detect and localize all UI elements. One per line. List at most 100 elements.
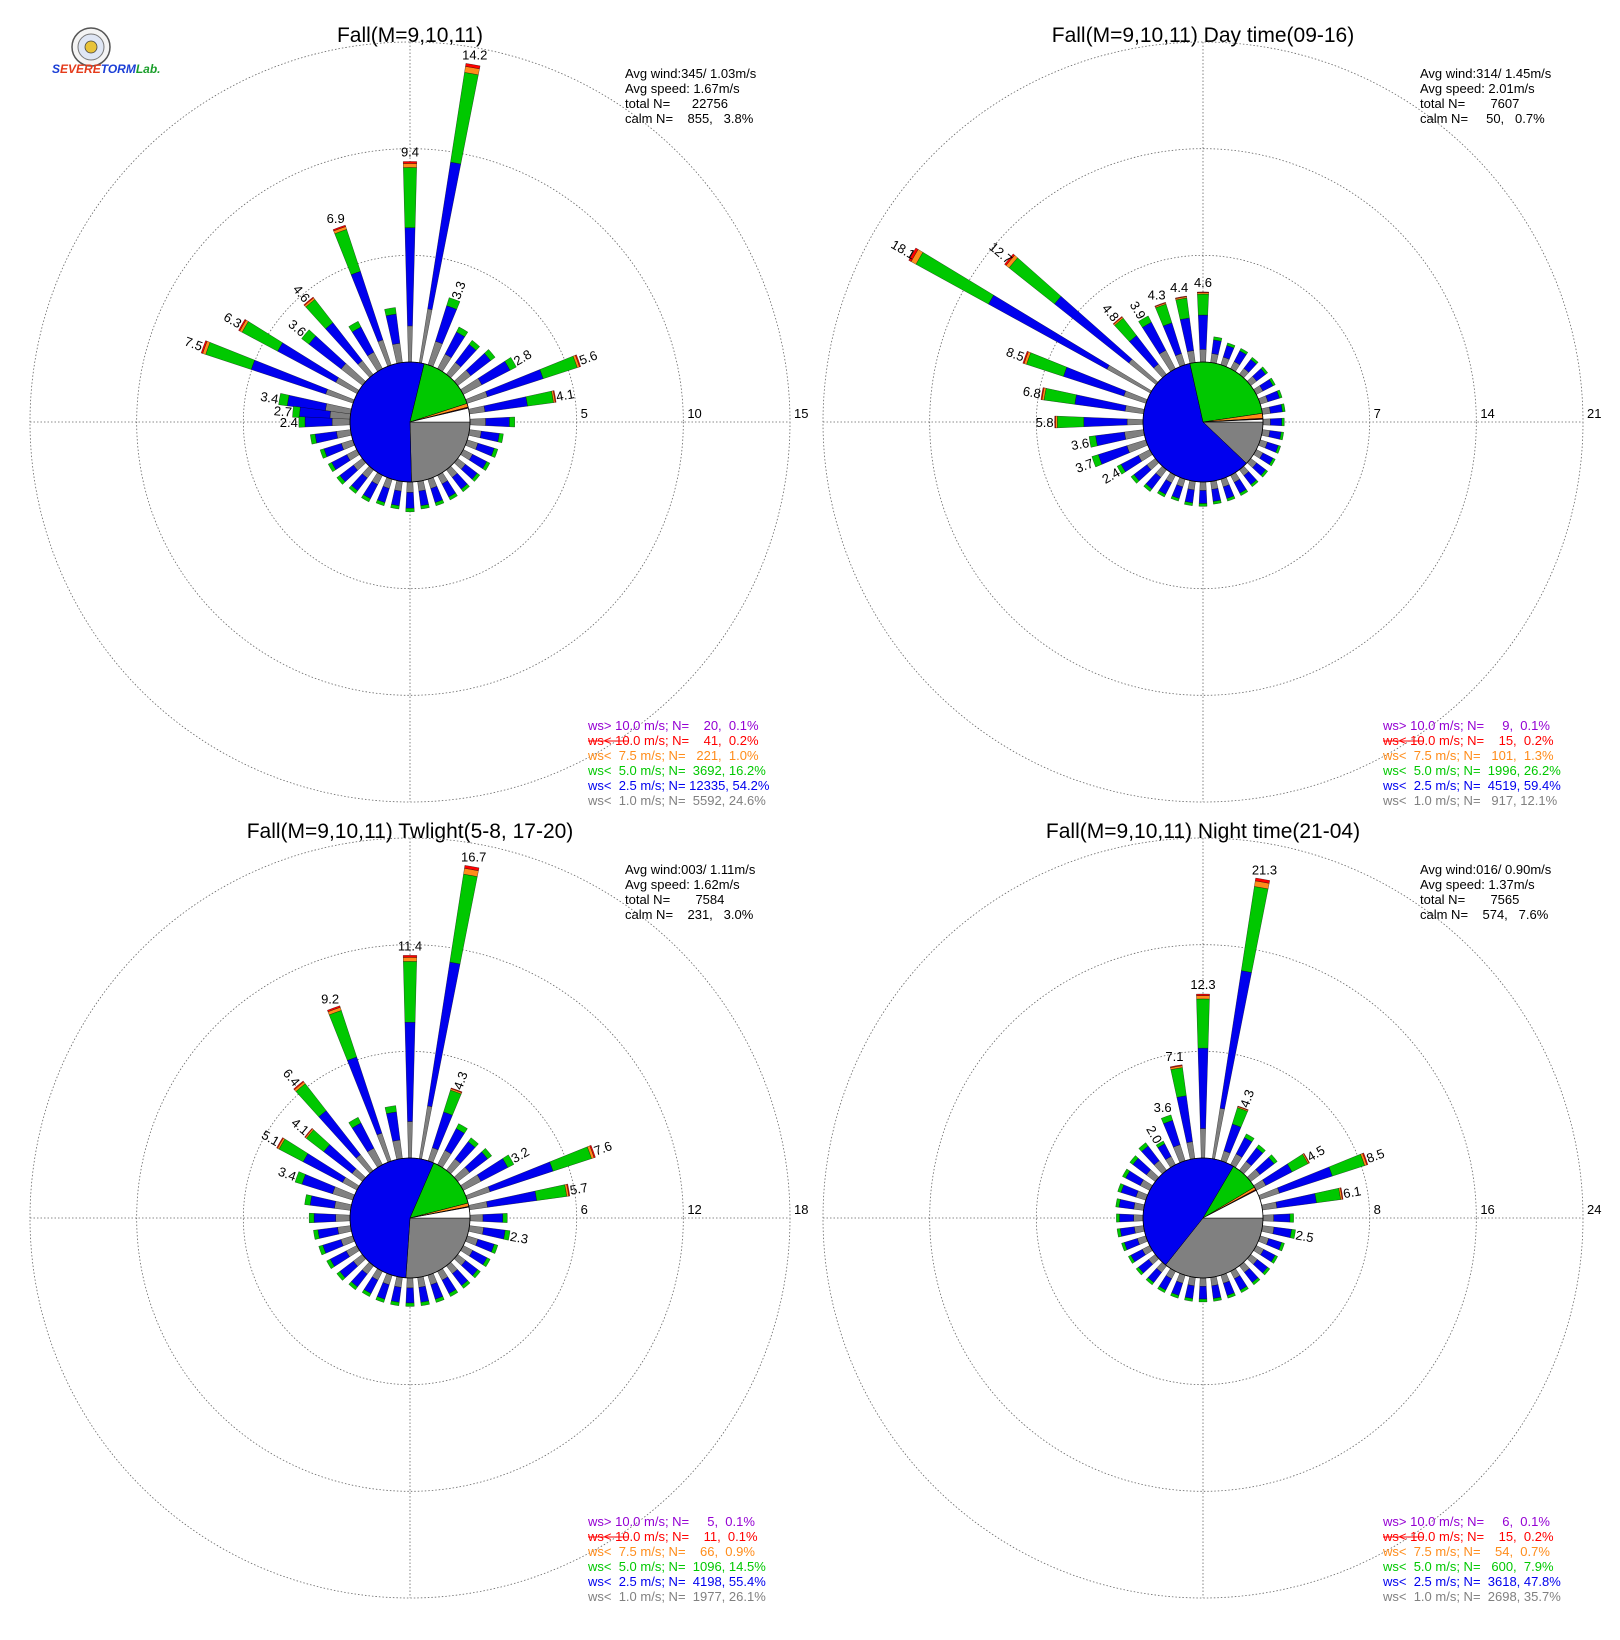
direction-bar-segment — [1138, 315, 1152, 328]
stats-line: calm N= 231, 3.0% — [625, 907, 754, 922]
direction-bar-segment — [469, 418, 486, 426]
stats-line: Avg wind:345/ 1.03m/s — [625, 66, 757, 81]
direction-bar-segment — [1120, 1226, 1136, 1237]
direction-bar-segment — [326, 1258, 335, 1269]
direction-bar-segment — [367, 351, 383, 372]
direction-bar-segment — [1057, 415, 1085, 429]
direction-bar-segment — [1112, 316, 1123, 325]
direction-bar-segment — [1170, 1067, 1187, 1098]
direction-bar-segment — [1171, 1280, 1183, 1296]
direction-bar-segment — [391, 489, 402, 506]
direction-bar-segment — [407, 1121, 413, 1159]
direction-bar-segment — [1116, 1213, 1120, 1223]
grid-ring — [929, 944, 1477, 1492]
direction-bar-segment — [1212, 1108, 1225, 1160]
direction-bar-segment — [1170, 1064, 1183, 1068]
direction-bar-segment — [468, 1225, 484, 1235]
direction-bar-segment — [430, 486, 443, 503]
direction-bar-segment — [304, 416, 333, 428]
direction-bar-segment — [355, 1154, 374, 1174]
stats-line: total N= 7607 — [1420, 96, 1519, 111]
direction-bar-segment — [1211, 488, 1221, 502]
pie-slice — [1189, 361, 1263, 423]
direction-bar-segment — [1184, 501, 1193, 506]
wind-rose-panel-1: Fall(M=9,10,11)5 10 1514.29.46.94.63.66.37… — [29, 24, 808, 808]
direction-bar-segment — [348, 1281, 358, 1291]
direction-bar-segment — [376, 1282, 390, 1300]
direction-bar-segment — [390, 504, 400, 510]
direction-bar-segment — [1303, 1153, 1310, 1164]
direction-bar-segment — [394, 1276, 403, 1288]
direction-bar-segment — [1124, 405, 1145, 414]
direction-bar-segment — [1314, 1188, 1341, 1204]
direction-bar-label: 11.4 — [398, 938, 422, 953]
direction-bar-label: 8.5 — [1364, 1146, 1386, 1166]
direction-bar-segment — [404, 227, 416, 327]
direction-bar-segment — [1239, 489, 1249, 496]
direction-bar-segment — [448, 492, 458, 501]
direction-bar-segment — [491, 1243, 499, 1254]
direction-bar-label: 8.5 — [1004, 344, 1026, 364]
direction-bar-segment — [1124, 1238, 1140, 1251]
direction-bar-segment — [1198, 490, 1208, 504]
direction-bar-segment — [298, 416, 306, 428]
direction-bar-segment — [468, 405, 486, 415]
direction-bar-segment — [472, 1269, 481, 1279]
direction-bar-segment — [276, 1137, 284, 1149]
direction-bar-segment — [443, 1089, 462, 1116]
direction-bar-segment — [1186, 1141, 1196, 1160]
direction-bar-segment — [1098, 445, 1130, 465]
direction-bar-segment — [908, 247, 919, 262]
direction-bar-segment — [392, 1139, 403, 1160]
direction-bar-segment — [1120, 455, 1142, 473]
direction-bar-segment — [327, 1005, 341, 1012]
ring-label: 14 — [1480, 406, 1494, 421]
lab-logo: SEVERETORMLab. — [52, 26, 160, 82]
direction-bar-segment — [1196, 998, 1210, 1049]
direction-bar-segment — [1278, 1242, 1285, 1252]
direction-bar-segment — [392, 343, 403, 364]
direction-bar-segment — [1126, 418, 1144, 426]
direction-bar-segment — [420, 504, 430, 510]
direction-bar-segment — [407, 325, 413, 363]
direction-bar-segment — [292, 406, 301, 418]
legend-entry: ws< 7.5 m/s; N= 66, 0.9% — [587, 1544, 755, 1559]
direction-bar-segment — [1289, 1229, 1296, 1239]
direction-bar-segment — [1135, 1266, 1144, 1276]
direction-bar-segment — [1184, 1284, 1195, 1299]
direction-bar-segment — [1120, 1184, 1139, 1198]
direction-bar-label: 5.6 — [577, 348, 599, 368]
direction-bar-segment — [417, 480, 426, 492]
direction-bar-label: 7.1 — [1165, 1049, 1183, 1064]
direction-bar-label: 5.7 — [569, 1180, 589, 1198]
direction-bar-label: 6.8 — [1022, 383, 1042, 401]
wind-rose-panel-4: Fall(M=9,10,11) Night time(21-04) 8 16 24 21… — [822, 820, 1601, 1604]
ring-label: 18 — [794, 1202, 808, 1217]
direction-bar-segment — [1250, 357, 1259, 365]
direction-bar-segment — [482, 461, 491, 471]
direction-bar-segment — [1117, 1183, 1125, 1193]
direction-bar-label: 6.9 — [327, 211, 345, 226]
direction-bar-segment — [430, 1282, 444, 1300]
legend-entry: ws< 1.0 m/s; N= 2698, 35.7% — [1382, 1589, 1561, 1604]
direction-bar-label: 2.5 — [1294, 1227, 1314, 1245]
direction-bar-segment — [479, 430, 500, 443]
direction-bar-label: 9.4 — [401, 144, 419, 159]
direction-bar-segment — [314, 431, 338, 444]
direction-bar-segment — [308, 1213, 315, 1223]
direction-bar-segment — [491, 447, 499, 458]
direction-bar-segment — [468, 429, 482, 439]
direction-bar-segment — [1074, 394, 1127, 412]
direction-bar-segment — [1261, 429, 1271, 438]
direction-bar-label: 4.1 — [555, 386, 575, 404]
direction-bar-segment — [384, 307, 397, 317]
legend-entry: ws> 10.0 m/s; N= 9, 0.1% — [1382, 718, 1550, 733]
direction-bar-segment — [367, 1147, 383, 1168]
direction-bar-segment — [1268, 1154, 1278, 1165]
direction-bar-segment — [331, 418, 351, 426]
grid-ring — [136, 944, 684, 1492]
pie-outline — [349, 361, 471, 483]
direction-bar-segment — [1163, 1120, 1181, 1148]
direction-bar-segment — [1155, 1140, 1165, 1149]
